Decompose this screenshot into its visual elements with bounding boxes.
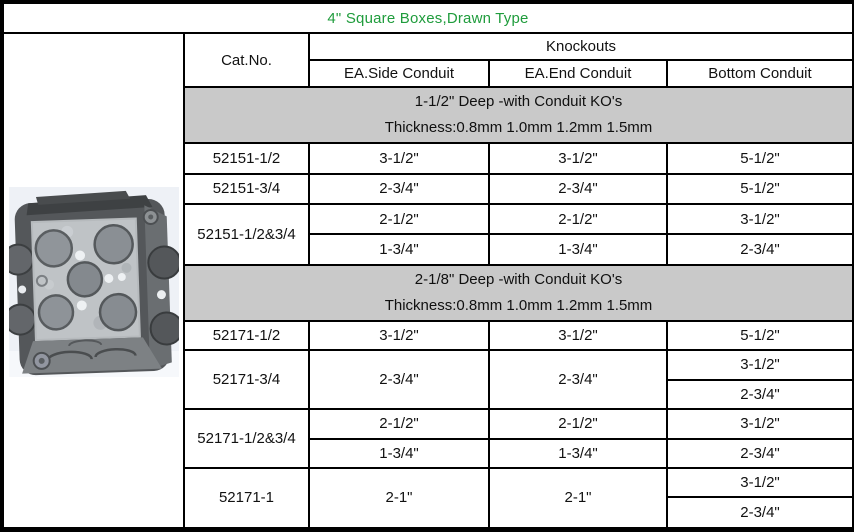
cell-side-conduit: 1-3/4" <box>308 437 490 469</box>
cell-bottom-conduit: 3-1/2" <box>666 466 852 499</box>
cell-cat-no: 52171-1/2&3/4 <box>183 408 310 469</box>
table-row: 52151-1/2&3/4 2-1/2" 2-1/2" 3-1/2" <box>3 202 852 266</box>
section-heading: 1-1/2" Deep -with Conduit KO's <box>414 93 623 111</box>
col-header-knockouts: Knockouts <box>308 32 852 61</box>
table-row: 1-3/4" 1-3/4" 2-3/4" <box>3 233 852 266</box>
cell-bottom-conduit: 2-3/4" <box>666 496 852 529</box>
cell-cat-no: 52171-3/4 <box>183 349 310 411</box>
section-heading: 2-1/8" Deep -with Conduit KO's <box>414 270 623 288</box>
page-title: 4" Square Boxes,Drawn Type <box>2 2 852 35</box>
table-row: 52171-1/2&3/4 2-1/2" 2-1/2" 3-1/2" <box>3 408 852 469</box>
product-photo-cell <box>2 32 185 529</box>
cell-bottom-conduit: 5-1/2" <box>666 319 852 352</box>
table-row: 52151-3/4 2-3/4" 2-3/4" 5-1/2" <box>3 172 852 206</box>
cell-bottom-conduit: 3-1/2" <box>666 408 852 440</box>
cell-side-conduit: 2-1" <box>308 466 490 529</box>
col-header-bottom-conduit: Bottom Conduit <box>666 58 852 89</box>
cell-end-conduit: 3-1/2" <box>488 142 668 175</box>
cell-end-conduit: 2-1/2" <box>488 202 668 236</box>
col-header-cat-no: Cat.No. <box>183 32 310 89</box>
cell-end-conduit: 2-3/4" <box>488 172 668 206</box>
cell-side-conduit: 1-3/4" <box>308 233 490 266</box>
table-row: 52171-1 2-1" 2-1" 3-1/2" <box>3 466 852 529</box>
cell-cat-no: 52151-1/2&3/4 <box>183 203 310 266</box>
cell-cat-no: 52151-3/4 <box>183 172 310 206</box>
cell-bottom-conduit: 2-3/4" <box>666 378 852 411</box>
cell-side-conduit: 2-1/2" <box>308 202 490 236</box>
section-band-2: 2-1/8" Deep -with Conduit KO's Thickness… <box>183 263 852 322</box>
cell-cat-no: 52151-1/2 <box>183 142 310 175</box>
table-row: 52171-3/4 2-3/4" 2-3/4" 3-1/2" <box>3 349 852 411</box>
table-row: 52151-1/2 3-1/2" 3-1/2" 5-1/2" <box>3 142 852 175</box>
section-thickness: Thickness:0.8mm 1.0mm 1.2mm 1.5mm <box>384 119 653 137</box>
cell-end-conduit: 2-1" <box>488 466 668 529</box>
table-row: 2-3/4" <box>3 378 852 411</box>
cell-end-conduit: 1-3/4" <box>488 437 668 469</box>
col-header-side-conduit: EA.Side Conduit <box>308 58 490 89</box>
cell-side-conduit: 3-1/2" <box>308 319 490 352</box>
cell-bottom-conduit: 3-1/2" <box>666 202 852 236</box>
cell-cat-no: 52171-1 <box>183 466 310 529</box>
cell-end-conduit: 1-3/4" <box>488 233 668 266</box>
cell-side-conduit: 2-1/2" <box>308 408 490 440</box>
table-row: 1-3/4" 1-3/4" 2-3/4" <box>3 437 852 469</box>
cell-end-conduit: 3-1/2" <box>488 319 668 352</box>
cell-bottom-conduit: 5-1/2" <box>666 142 852 175</box>
cell-bottom-conduit: 3-1/2" <box>666 349 852 381</box>
table-row: 52171-1/2 3-1/2" 3-1/2" 5-1/2" <box>3 319 852 352</box>
cell-side-conduit: 3-1/2" <box>308 142 490 175</box>
cell-side-conduit: 2-3/4" <box>308 349 490 411</box>
section-thickness: Thickness:0.8mm 1.0mm 1.2mm 1.5mm <box>384 296 653 314</box>
square-box-image <box>5 186 182 377</box>
cell-bottom-conduit: 2-3/4" <box>666 437 852 469</box>
table-row: 2-3/4" <box>3 496 852 529</box>
cell-end-conduit: 2-1/2" <box>488 408 668 440</box>
col-header-end-conduit: EA.End Conduit <box>488 58 668 89</box>
product-photo <box>5 173 182 385</box>
cell-cat-no: 52171-1/2 <box>183 319 310 352</box>
cell-bottom-conduit: 5-1/2" <box>666 172 852 206</box>
cell-end-conduit: 2-3/4" <box>488 349 668 411</box>
cell-bottom-conduit: 2-3/4" <box>666 233 852 266</box>
section-band-1: 1-1/2" Deep -with Conduit KO's Thickness… <box>183 86 852 145</box>
cell-side-conduit: 2-3/4" <box>308 172 490 206</box>
